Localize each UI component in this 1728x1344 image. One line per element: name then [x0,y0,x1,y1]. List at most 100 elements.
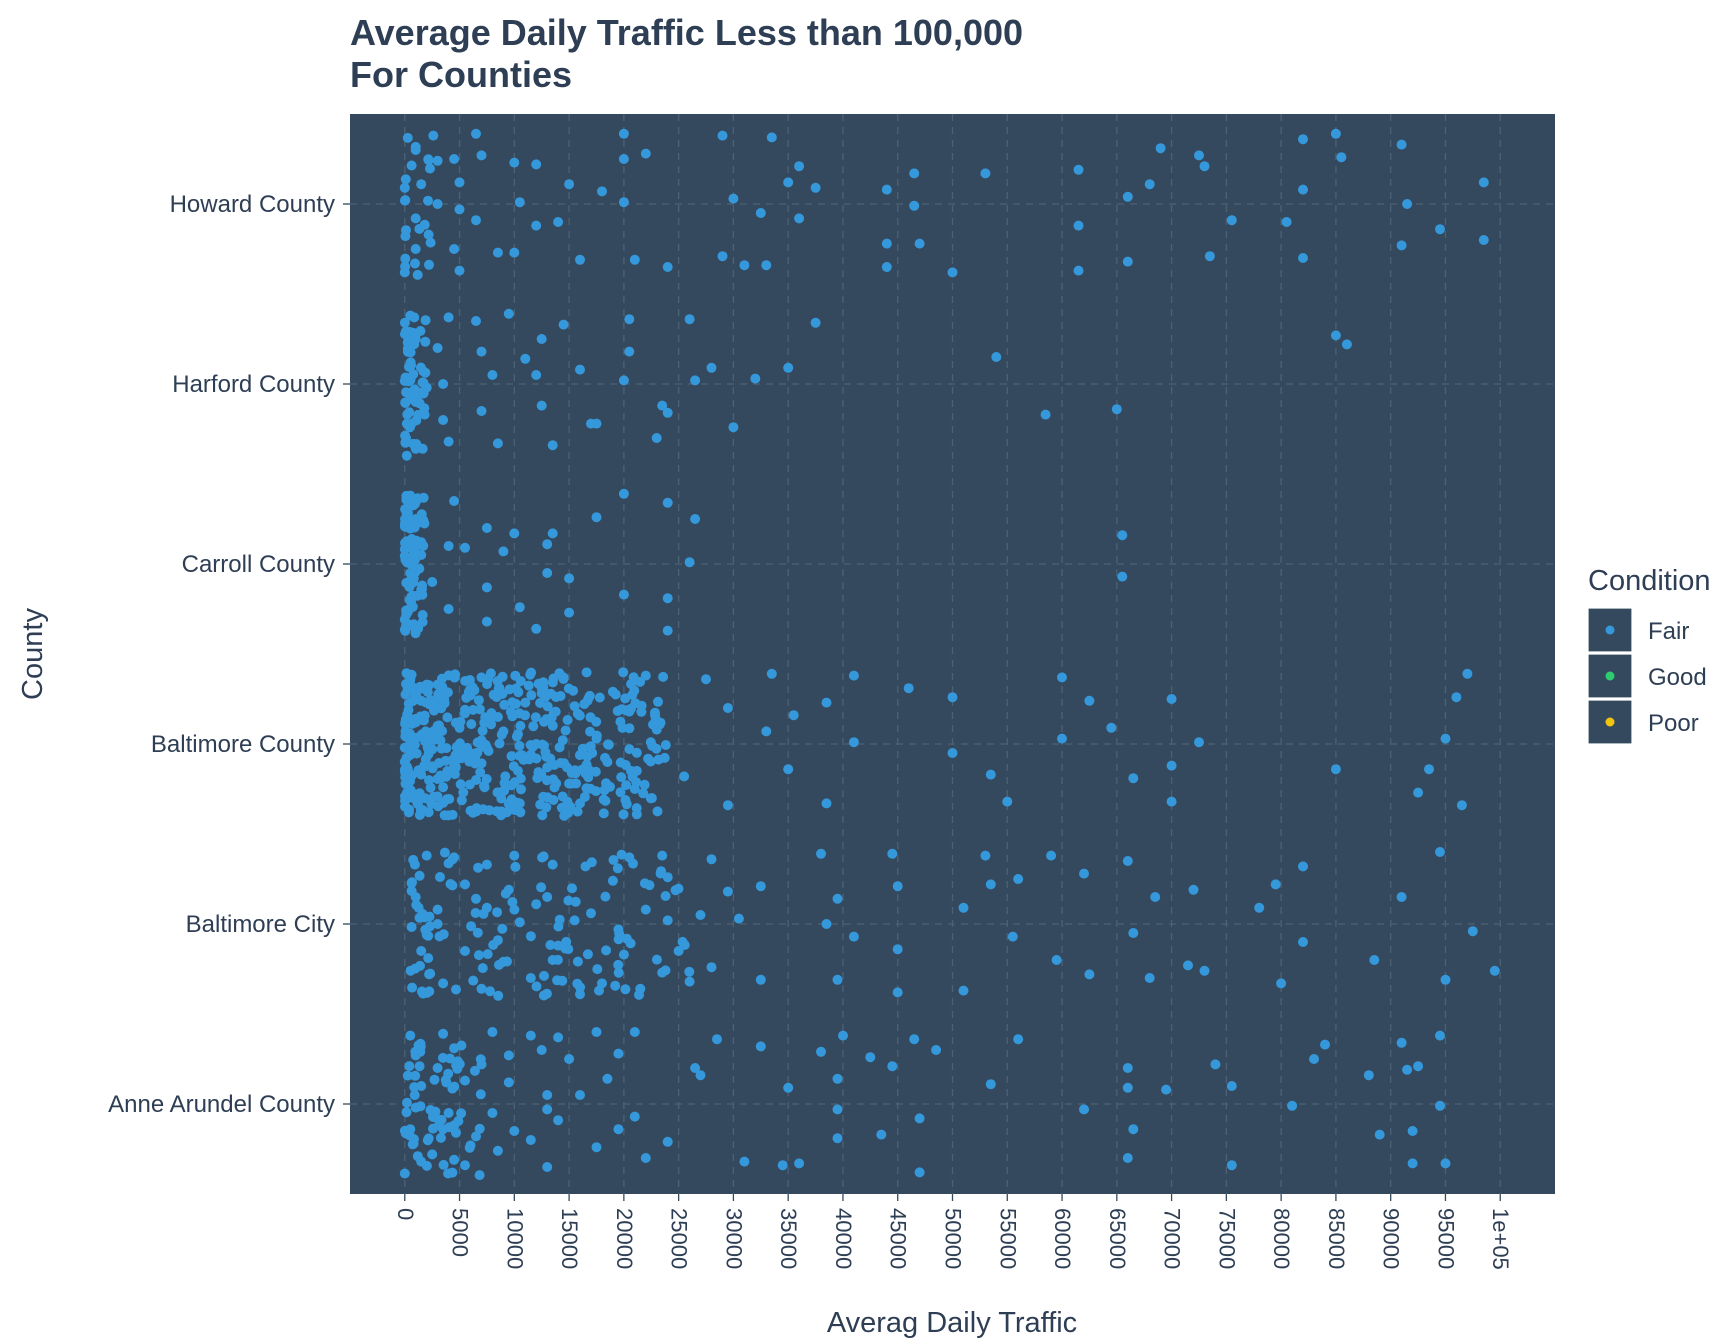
data-point [591,716,602,727]
data-point [408,854,419,865]
data-point [464,1142,475,1153]
x-tick-label: 25000 [667,1208,692,1269]
data-point [515,676,526,687]
data-point [1106,722,1117,733]
data-point [832,974,843,985]
data-point [761,260,772,271]
data-point [788,710,799,721]
data-point [477,963,488,974]
data-point [420,336,431,347]
data-point [631,803,642,814]
data-point [406,922,417,932]
data-point [755,974,766,985]
data-point [423,807,434,818]
data-point [469,1065,480,1076]
data-point [1298,253,1308,263]
data-point [441,1077,452,1088]
data-point [417,617,428,627]
data-point [407,601,418,612]
data-point [443,541,454,551]
data-point [479,782,490,793]
data-point [482,949,493,960]
data-point [399,195,410,206]
data-point [405,619,416,630]
data-point [838,1030,848,1041]
y-tick-label: Anne Arundel County [108,1091,335,1118]
data-point [458,787,469,798]
data-point [1051,955,1062,965]
data-point [400,261,411,272]
data-point [733,913,744,924]
data-point [1287,1100,1298,1111]
data-point [486,712,497,723]
data-point [476,406,487,416]
data-point [514,740,525,751]
data-point [503,308,514,319]
data-point [515,773,526,784]
data-point [535,698,546,708]
data-point [525,1030,536,1041]
data-point [627,771,638,782]
data-point [497,923,508,934]
data-point [679,940,690,950]
data-point [1413,787,1424,798]
data-point [449,244,460,254]
data-point [416,946,427,956]
data-point [628,858,638,869]
data-point [563,895,574,906]
data-point [947,692,958,703]
data-point [613,959,624,970]
data-point [456,1108,467,1119]
data-point [400,778,411,789]
data-point [472,927,483,938]
data-point [417,610,428,620]
data-point [651,954,662,965]
data-point [432,343,443,353]
data-point [1084,969,1095,980]
data-point [478,804,489,815]
data-point [456,1040,467,1051]
data-point [1226,215,1237,226]
data-point [613,967,624,978]
data-point [1336,152,1347,163]
data-point [415,681,426,692]
data-point [564,607,575,618]
data-point [620,984,631,995]
data-point [547,528,558,539]
data-point [536,882,547,893]
data-point [415,804,426,815]
data-point [706,362,717,373]
data-point [418,388,429,399]
data-point [491,806,502,817]
data-point [496,793,507,804]
data-point [1046,850,1057,861]
data-point [444,794,455,804]
data-point [1413,1061,1424,1072]
data-point [410,213,421,224]
data-point [488,689,499,700]
data-point [450,750,461,760]
data-point [766,132,777,143]
data-point [643,753,654,764]
data-point [411,535,422,546]
data-point [553,217,564,227]
data-point [1330,764,1341,775]
data-point [492,907,503,918]
data-point [639,779,650,790]
data-point [417,377,428,388]
data-point [865,1052,876,1063]
data-point [750,373,761,384]
data-point [399,742,410,753]
data-point [618,667,629,678]
data-point [662,407,673,418]
data-point [1369,955,1380,965]
data-point [415,1038,426,1049]
data-point [848,931,859,942]
data-point [424,775,434,786]
data-point [673,883,684,894]
data-point [574,710,585,721]
data-point [509,247,520,258]
data-point [650,707,660,718]
data-point [821,919,832,929]
data-point [407,877,417,888]
